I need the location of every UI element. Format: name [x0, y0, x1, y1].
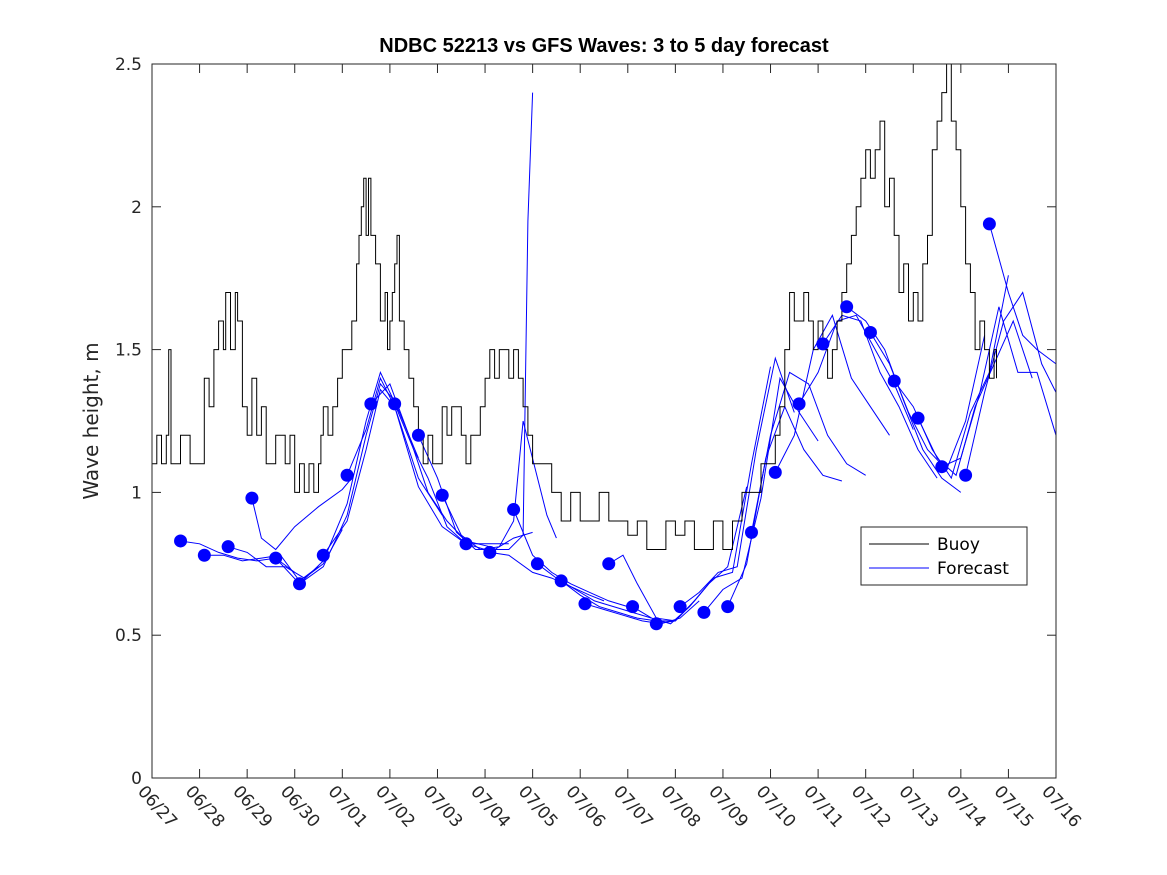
forecast-run-line [988, 223, 1057, 365]
y-tick-label: 0.5 [115, 626, 142, 646]
forecast-run-line [584, 600, 700, 625]
forecast-start-marker [292, 577, 306, 591]
forecast-start-marker [626, 600, 640, 614]
forecast-start-marker [602, 557, 616, 571]
forecast-start-marker [744, 525, 758, 539]
forecast-run-line [917, 319, 1033, 477]
legend-box [860, 526, 1028, 586]
buoy-line [152, 63, 997, 550]
forecast-start-marker [269, 551, 283, 565]
forecast-start-marker [863, 325, 877, 339]
forecast-start-marker [792, 397, 806, 411]
forecast-start-marker [388, 397, 402, 411]
forecast-start-marker [411, 428, 425, 442]
forecast-start-marker [649, 617, 663, 631]
forecast-start-marker [340, 468, 354, 482]
legend-label-forecast: Forecast [937, 559, 1009, 579]
forecast-start-marker [887, 374, 901, 388]
forecast-start-marker [316, 548, 330, 562]
legend-label-buoy: Buoy [937, 535, 980, 555]
forecast-run-line [774, 314, 890, 473]
forecast-start-marker [483, 545, 497, 559]
forecast-start-marker [459, 537, 473, 551]
forecast-start-marker [245, 491, 259, 505]
forecast-run-line [513, 509, 628, 608]
forecast-start-marker [530, 557, 544, 571]
forecast-start-marker [840, 300, 854, 314]
y-tick-label: 1.5 [115, 341, 142, 361]
forecast-run-line [465, 92, 534, 550]
forecast-run-line [751, 371, 866, 533]
forecast-run-line [227, 529, 343, 579]
forecast-start-marker [673, 600, 687, 614]
y-tick-label: 0 [131, 769, 142, 789]
legend: Buoy Forecast [860, 526, 1028, 586]
y-tick-label: 2 [131, 198, 142, 218]
forecast-run-line [251, 477, 353, 551]
forecast-start-marker [721, 600, 735, 614]
forecast-start-marker [578, 597, 592, 611]
forecast-run-line [869, 332, 986, 471]
forecast-start-marker [768, 465, 782, 479]
forecast-run-line [941, 306, 1057, 468]
forecast-start-marker [507, 503, 521, 517]
forecast-run-line [679, 356, 795, 608]
y-tick-labels: 0 0.5 1 1.5 2 2.5 [115, 55, 142, 789]
forecast-run-line [322, 388, 443, 556]
chart-title: NDBC 52213 vs GFS Waves: 3 to 5 day fore… [379, 35, 829, 57]
forecast-markers [174, 217, 996, 631]
forecast-start-marker [174, 534, 188, 548]
forecast-run-line [489, 551, 605, 602]
forecast-start-marker [221, 540, 235, 554]
forecast-start-marker [911, 411, 925, 425]
y-tick-label: 1 [131, 483, 142, 503]
forecast-start-marker [697, 605, 711, 619]
forecast-start-marker [435, 488, 449, 502]
forecast-run-line [417, 435, 533, 550]
forecast-start-marker [959, 468, 973, 482]
forecast-start-marker [935, 460, 949, 474]
y-axis-label: Wave height, m [79, 342, 103, 499]
forecast-start-marker [364, 397, 378, 411]
forecast-start-marker [554, 574, 568, 588]
forecast-series [180, 92, 1057, 625]
forecast-start-marker [982, 217, 996, 231]
forecast-start-marker [197, 548, 211, 562]
buoy-series [152, 63, 997, 550]
plot-frame [151, 63, 1057, 779]
y-tick-label: 2.5 [115, 55, 142, 75]
forecast-start-marker [816, 337, 830, 351]
forecast-run-line [394, 403, 509, 545]
